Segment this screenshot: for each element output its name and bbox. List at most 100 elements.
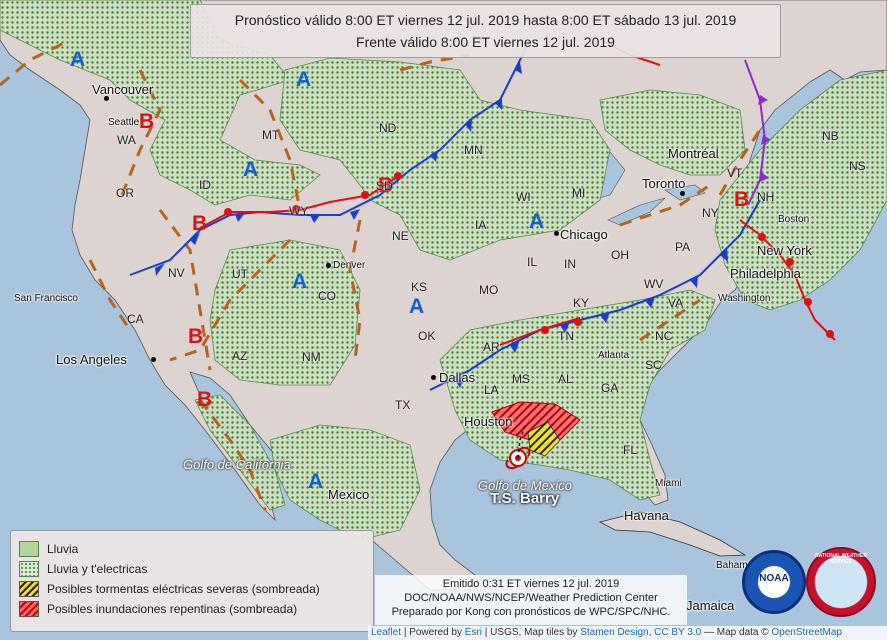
city-new-york: New York xyxy=(757,243,812,258)
storm-name-label: T.S. Barry xyxy=(490,490,560,507)
state-wi: WI xyxy=(516,190,531,204)
state-or: OR xyxy=(116,186,134,200)
tstorm-areas xyxy=(0,0,887,541)
nws-logo-icon[interactable]: NATIONAL WEATHER SERVICE xyxy=(806,547,876,617)
legend-label: Lluvia xyxy=(47,542,79,556)
state-tn: TN xyxy=(558,329,574,343)
state-ks: KS xyxy=(411,280,428,294)
low-pressure-center: B xyxy=(192,212,208,235)
legend-item-flood: Posibles inundaciones repentinas (sombre… xyxy=(19,599,365,619)
city-dot xyxy=(431,375,436,380)
leaflet-link[interactable]: Leaflet xyxy=(371,627,402,638)
esri-link[interactable]: Esri xyxy=(464,627,483,638)
map-attribution: Leaflet | Powered by Esri | USGS, Map ti… xyxy=(368,626,887,640)
city-denver: Denver xyxy=(333,260,366,271)
cc-link[interactable]: CC BY 3.0 xyxy=(654,627,702,638)
noaa-logo-text: NOAA xyxy=(759,573,789,584)
lake-erie xyxy=(607,197,666,226)
storm-track xyxy=(517,424,526,459)
state-ga: GA xyxy=(601,381,619,395)
forecast-title-panel: Pronóstico válido 8:00 ET viernes 12 jul… xyxy=(190,4,781,58)
legend-label: Posibles tormentas eléctricas severas (s… xyxy=(47,582,320,596)
city-dot xyxy=(326,263,331,268)
low-pressure-center: B xyxy=(734,188,750,211)
high-pressure-center: A xyxy=(529,210,545,233)
city-havana: Havana xyxy=(624,508,669,523)
tstorm-swatch xyxy=(19,561,39,577)
low-pressure-center: B xyxy=(378,174,394,197)
gulf-of-california-label: Golfo de California xyxy=(183,457,291,472)
state-ns: NS xyxy=(849,159,866,173)
city-miami: Miami xyxy=(655,478,682,489)
tstorm-area-northeast xyxy=(714,69,887,311)
city-atlanta: Atlanta xyxy=(598,350,630,361)
state-ia: IA xyxy=(475,218,487,232)
tstorm-area-southwest xyxy=(209,239,361,386)
state-vt: VT xyxy=(727,166,743,180)
city-seattle: Seattle xyxy=(108,117,140,128)
state-la: LA xyxy=(484,383,499,397)
rain-swatch xyxy=(19,541,39,557)
state-oh: OH xyxy=(611,248,629,262)
state-tx: TX xyxy=(395,398,411,412)
low-pressure-center: B xyxy=(188,325,204,348)
state-ok: OK xyxy=(418,329,436,343)
state-wv: WV xyxy=(644,277,664,291)
city-mexico: Mexico xyxy=(328,487,370,502)
high-pressure-center: A xyxy=(296,68,312,91)
state-va: VA xyxy=(668,296,684,310)
city-toronto: Toronto xyxy=(642,176,686,191)
attrib-text: — Map data © xyxy=(704,627,769,638)
legend-item-rain: Lluvia xyxy=(19,539,365,559)
city-houston: Houston xyxy=(464,414,513,429)
state-al: AL xyxy=(558,372,573,386)
severe-tstorm-area xyxy=(527,421,561,457)
attrib-text: | Powered by xyxy=(403,627,462,638)
tstorm-area-plains xyxy=(279,57,611,261)
city-vancouver: Vancouver xyxy=(92,82,154,97)
noaa-logo-icon[interactable]: NOAA xyxy=(742,550,806,614)
legend-item-tstorm: Lluvia y t'electricas xyxy=(19,559,365,579)
issued-time: Emitido 0:31 ET viernes 12 jul. 2019 xyxy=(442,578,620,590)
state-ny: NY xyxy=(702,206,719,220)
state-nb: NB xyxy=(822,129,839,143)
severe-swatch xyxy=(19,581,39,597)
state-sd: SD xyxy=(376,179,393,193)
legend-label: Posibles inundaciones repentinas (sombre… xyxy=(47,602,298,616)
flash-flood-area xyxy=(491,401,581,441)
high-pressure-center: A xyxy=(409,295,425,318)
city-los-angeles: Los Angeles xyxy=(56,352,127,367)
state-co: CO xyxy=(318,289,336,303)
state-nm: NM xyxy=(302,350,321,364)
state-mt: MT xyxy=(262,128,280,142)
state-az: AZ xyxy=(232,349,248,363)
stamen-link[interactable]: Stamen Design xyxy=(580,627,649,638)
state-mi: MI xyxy=(572,186,586,200)
tstorm-area-canada xyxy=(599,89,746,176)
osm-link[interactable]: OpenStreetMap xyxy=(771,627,843,638)
state-nv: NV xyxy=(168,266,185,280)
state-nh: NH xyxy=(757,190,775,204)
state-fl: FL xyxy=(623,443,638,457)
city-san-francisco: San Francisco xyxy=(14,293,78,304)
state-ar: AR xyxy=(483,340,500,354)
high-pressure-center: A xyxy=(243,158,259,181)
flood-swatch xyxy=(19,601,39,617)
city-jamaica: Jamaica xyxy=(686,598,735,613)
state-pa: PA xyxy=(675,240,691,254)
state-ca: CA xyxy=(127,312,144,326)
city-boston: Boston xyxy=(778,214,810,225)
high-pressure-center: A xyxy=(308,470,324,493)
state-sc: SC xyxy=(645,358,662,372)
state-mn: MN xyxy=(464,143,483,157)
city-montreal: Montréal xyxy=(668,146,719,161)
state-ne: NE xyxy=(392,229,409,243)
lake-ontario xyxy=(664,184,706,201)
state-id: ID xyxy=(199,178,211,192)
low-pressure-center: B xyxy=(139,110,155,133)
state-ms: MS xyxy=(512,372,530,386)
city-dot xyxy=(151,357,156,362)
state-nd: ND xyxy=(379,121,397,135)
issuing-agency: DOC/NOAA/NWS/NCEP/Weather Prediction Cen… xyxy=(404,592,658,604)
